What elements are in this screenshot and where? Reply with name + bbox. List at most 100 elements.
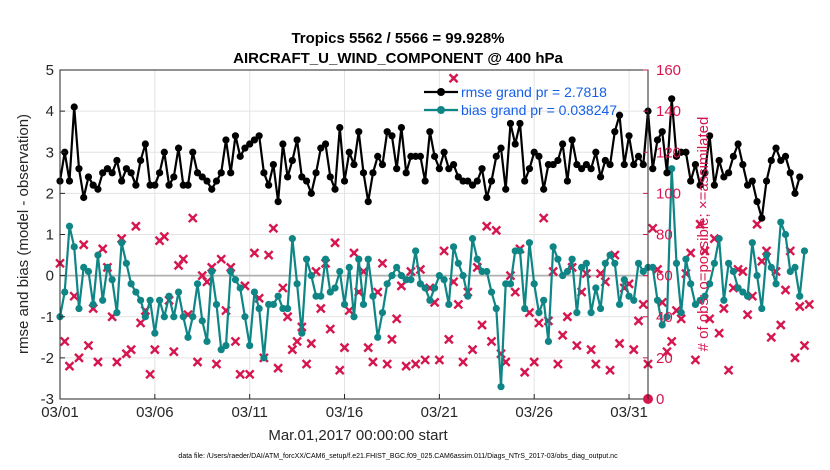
- obs-assimilated-marker: [510, 287, 521, 297]
- rmse-point: [70, 103, 78, 111]
- obs-cross-center: [513, 290, 518, 295]
- bias-point: [146, 296, 154, 304]
- rmse-point: [151, 181, 159, 189]
- bias-point: [530, 280, 538, 288]
- rmse-point: [625, 132, 633, 140]
- obs-assimilated-marker: [780, 285, 791, 295]
- obs-assimilated-marker: [647, 223, 658, 234]
- obs-cross-center: [683, 271, 688, 276]
- obs-cross-center: [176, 263, 181, 268]
- obs-assimilated-marker: [263, 250, 274, 260]
- obs-cross-center: [242, 283, 247, 288]
- bias-point: [421, 284, 429, 292]
- rmse-point: [208, 185, 216, 193]
- rmse-point: [165, 181, 173, 189]
- obs-cross-center: [285, 314, 290, 319]
- rmse-point: [260, 169, 268, 177]
- obs-cross-center: [318, 306, 323, 311]
- rmse-point: [658, 128, 666, 136]
- rmse-point: [108, 169, 116, 177]
- bias-point: [639, 267, 647, 276]
- rmse-point: [606, 160, 614, 169]
- rmse-point: [374, 152, 382, 160]
- bias-point: [165, 292, 173, 300]
- obs-cross-center: [86, 343, 91, 348]
- obs-cross-center: [228, 265, 233, 270]
- bias-point: [374, 333, 382, 341]
- rmse-point: [772, 144, 780, 152]
- bias-point: [449, 243, 458, 251]
- obs-cross-center: [81, 242, 86, 247]
- bias-point: [416, 280, 424, 288]
- bias-point: [487, 288, 496, 296]
- rmse-point: [649, 165, 657, 173]
- rmse-point: [563, 177, 571, 185]
- bias-point: [160, 313, 168, 321]
- bias-point: [549, 243, 557, 251]
- obs-assimilated-marker: [202, 276, 212, 287]
- bias-point: [298, 329, 306, 337]
- bias-point: [781, 230, 790, 239]
- rmse-point: [440, 148, 448, 156]
- bias-point: [269, 300, 277, 309]
- bias-point: [753, 272, 761, 280]
- obs-cross-center: [489, 339, 494, 344]
- obs-cross-center: [551, 269, 556, 274]
- obs-assimilated-marker: [477, 320, 487, 330]
- rmse-point: [359, 169, 368, 177]
- bias-point: [345, 263, 353, 271]
- obs-cross-center: [76, 355, 81, 360]
- rmse-point: [568, 136, 576, 144]
- rmse-point: [369, 169, 377, 177]
- y-left-tick-label: -2: [41, 350, 54, 367]
- bias-point: [184, 333, 192, 341]
- bias-point: [250, 288, 259, 296]
- rmse-point: [473, 177, 481, 185]
- rmse-point: [615, 111, 624, 119]
- rmse-point: [767, 156, 775, 165]
- obs-cross-center: [361, 269, 366, 274]
- obs-cross-center: [418, 267, 423, 272]
- y-left-tick-label: -1: [41, 309, 54, 326]
- obs-assimilated-marker: [628, 344, 639, 355]
- bias-point: [777, 218, 785, 226]
- bias-point: [359, 300, 368, 309]
- obs-assimilated-marker: [135, 318, 146, 328]
- rmse-point: [639, 160, 647, 169]
- obs-assimilated-marker: [790, 353, 800, 363]
- obs-cross-center: [110, 314, 115, 319]
- obs-assimilated-marker: [368, 357, 378, 367]
- bias-point: [544, 337, 553, 346]
- rmse-point: [672, 152, 681, 160]
- obs-assimilated-marker: [59, 336, 70, 347]
- obs-cross-center: [679, 316, 684, 321]
- obs-cross-center: [314, 269, 319, 274]
- obs-assimilated-marker: [131, 221, 141, 232]
- obs-cross-center: [337, 368, 342, 373]
- obs-cross-center: [219, 257, 224, 262]
- bias-point: [208, 267, 216, 276]
- rmse-point: [246, 140, 254, 148]
- bias-point: [743, 292, 752, 300]
- bias-point: [393, 263, 401, 271]
- bias-point: [227, 267, 235, 276]
- rmse-point: [687, 177, 695, 185]
- chart-title: Tropics 5562 / 5566 = 99.928%: [291, 30, 504, 47]
- obs-cross-center: [446, 337, 451, 342]
- obs-cross-center: [399, 283, 404, 288]
- bias-point: [193, 280, 202, 288]
- obs-cross-center: [413, 362, 418, 367]
- bias-point: [321, 255, 330, 263]
- data-file-footer: data file: /Users/raeder/DAI/ATM_forcXX/…: [178, 453, 618, 460]
- obs-assimilated-marker: [481, 221, 492, 232]
- rmse-point: [231, 132, 240, 140]
- rmse-point: [331, 185, 339, 193]
- bias-point: [516, 247, 524, 255]
- bias-point: [729, 267, 737, 276]
- rmse-point: [653, 136, 662, 144]
- rmse-point: [502, 185, 510, 193]
- bias-point: [99, 296, 107, 304]
- rmse-point: [431, 152, 439, 160]
- plot-area: [55, 69, 815, 404]
